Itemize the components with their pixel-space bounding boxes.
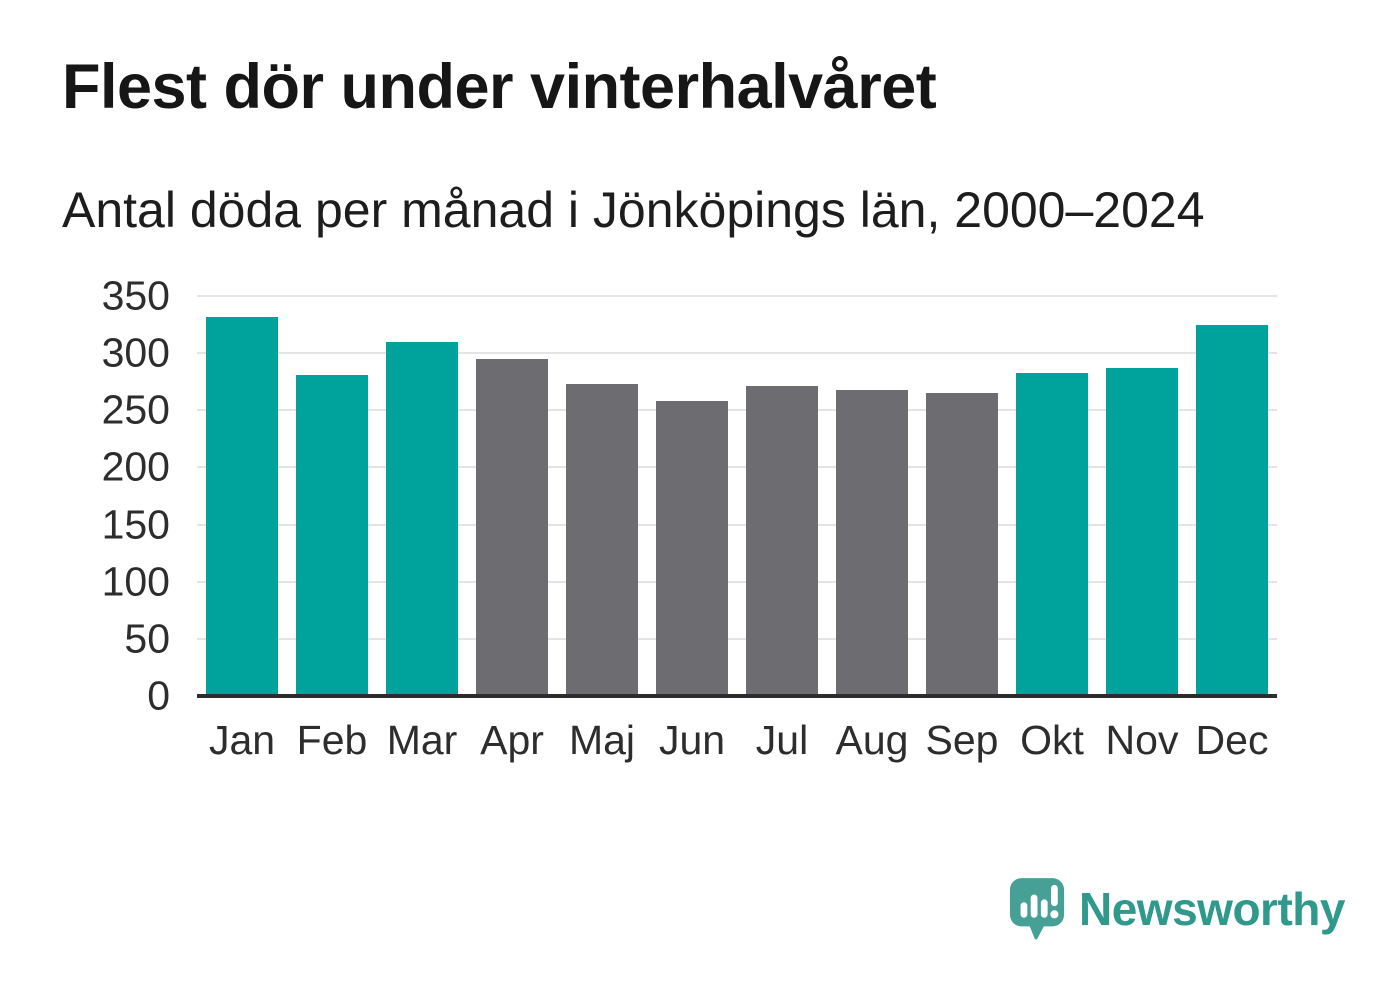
x-tick-label-sep: Sep — [925, 717, 999, 763]
x-axis: Jan Feb Mar Apr Maj Jun Jul Aug Sep Okt Nov Dec — [197, 716, 1277, 765]
y-tick-label-150: 150 — [101, 501, 170, 548]
y-tick-label-100: 100 — [101, 558, 170, 605]
y-tick-label-250: 250 — [101, 386, 170, 433]
gridline-200 — [197, 466, 1277, 469]
bar-slot-jan — [197, 296, 287, 696]
x-tick-label-apr: Apr — [480, 717, 544, 763]
bar-okt — [1016, 372, 1088, 696]
bars — [197, 296, 1277, 696]
y-tick-label-200: 200 — [101, 443, 170, 490]
bar-slot-maj — [557, 296, 647, 696]
x-tick-label-okt: Okt — [1020, 717, 1084, 763]
bar-slot-sep — [917, 296, 1007, 696]
bar-nov — [1106, 368, 1178, 696]
bar-jan — [206, 316, 278, 696]
bar-jul — [746, 386, 818, 696]
y-axis: 0 50 100 150 200 250 300 350 — [40, 275, 184, 716]
plot-area — [197, 295, 1277, 698]
bar-dec — [1196, 324, 1268, 696]
bar-maj — [566, 384, 638, 696]
bar-slot-mar — [377, 296, 467, 696]
x-tick-label-aug: Aug — [835, 717, 909, 763]
bar-slot-jul — [737, 296, 827, 696]
bar-slot-apr — [467, 296, 557, 696]
x-axis-baseline — [197, 694, 1277, 698]
gridline-50 — [197, 637, 1277, 640]
bar-slot-dec — [1187, 296, 1277, 696]
bar-slot-aug — [827, 296, 917, 696]
logo-bar-small — [1020, 902, 1028, 918]
gridline-150 — [197, 523, 1277, 526]
gridline-350 — [197, 295, 1277, 297]
x-tick-label-dec: Dec — [1195, 717, 1269, 763]
gridline-300 — [197, 352, 1277, 355]
bar-slot-jun — [647, 296, 737, 696]
chart-subtitle: Antal döda per månad i Jönköpings län, 2… — [62, 182, 1205, 238]
bar-feb — [296, 374, 368, 696]
logo-bar-tall — [1030, 894, 1038, 918]
bar-sep — [926, 393, 998, 696]
y-tick-label-50: 50 — [124, 615, 170, 662]
bar-apr — [476, 358, 548, 696]
bar-slot-nov — [1097, 296, 1187, 696]
gridlines — [197, 295, 1277, 696]
y-tick-label-300: 300 — [101, 329, 170, 376]
x-tick-label-nov: Nov — [1105, 717, 1179, 763]
x-tick-label-jun: Jun — [658, 717, 726, 763]
brand-name: Newsworthy — [1079, 883, 1345, 935]
logo-exclamation-dot — [1050, 910, 1059, 919]
gridline-100 — [197, 580, 1277, 583]
x-tick-label-feb: Feb — [296, 717, 368, 763]
gridline-250 — [197, 409, 1277, 412]
logo-exclamation-stroke — [1051, 884, 1058, 907]
y-tick-label-0: 0 — [147, 672, 170, 719]
x-tick-label-jul: Jul — [755, 717, 809, 763]
bar-jun — [656, 401, 728, 696]
bar-slot-okt — [1007, 296, 1097, 696]
y-tick-label-350: 350 — [101, 272, 170, 319]
x-tick-label-maj: Maj — [568, 717, 636, 763]
bar-slot-feb — [287, 296, 377, 696]
chart-title: Flest dör under vinterhalvåret — [62, 52, 937, 122]
x-tick-label-mar: Mar — [386, 717, 458, 763]
bar-aug — [836, 389, 908, 696]
bar-mar — [386, 341, 458, 696]
x-tick-label-jan: Jan — [208, 717, 276, 763]
brand-footer: Newsworthy — [1008, 876, 1345, 942]
logo-bar-medium — [1040, 899, 1048, 918]
newsworthy-logo-icon — [1009, 878, 1065, 940]
